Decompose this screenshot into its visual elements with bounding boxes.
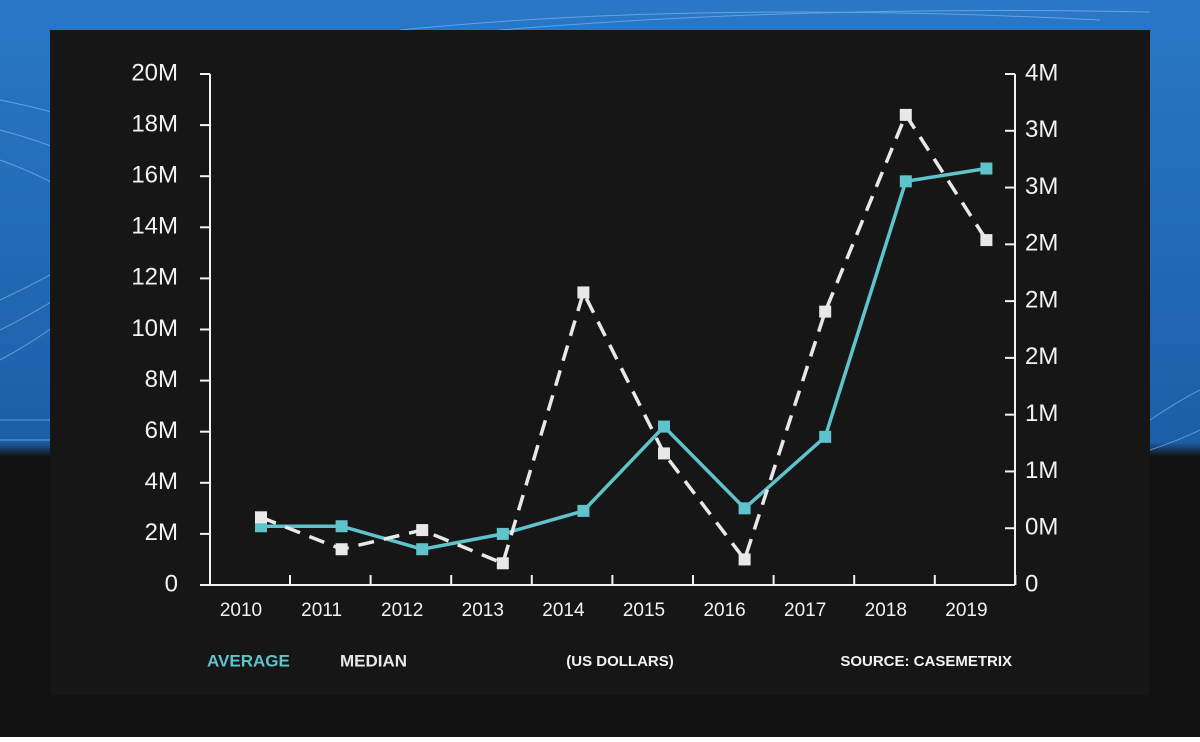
- x-tick-label: 2012: [381, 600, 423, 621]
- y2-tick-label: 2M: [1025, 230, 1058, 257]
- y2-tick-label: 1M: [1025, 457, 1058, 484]
- x-tick-label: 2019: [945, 600, 987, 621]
- chart-card: [50, 30, 1150, 695]
- y2-tick-label: 0: [1025, 570, 1038, 597]
- point-marker: [738, 553, 751, 566]
- y-tick-label: 6M: [145, 417, 178, 444]
- point-marker: [980, 234, 993, 247]
- x-tick-label: 2014: [542, 600, 585, 621]
- y-tick-label: 20M: [131, 59, 178, 86]
- y-tick-label: 18M: [131, 110, 178, 137]
- x-tick-label: 2015: [623, 600, 665, 621]
- x-tick-label: 2010: [220, 600, 262, 621]
- point-marker: [416, 524, 429, 537]
- y-tick-label: 8M: [145, 366, 178, 393]
- point-marker: [496, 557, 509, 570]
- point-marker: [255, 511, 267, 524]
- point-marker: [335, 520, 348, 533]
- point-marker: [416, 543, 429, 556]
- legend-label: AVERAGE: [207, 651, 290, 670]
- y2-tick-label: 2M: [1025, 286, 1058, 313]
- point-marker: [819, 305, 832, 318]
- legend-label: MEDIAN: [340, 651, 407, 670]
- y2-tick-label: 2M: [1025, 343, 1058, 370]
- y-tick-label: 2M: [145, 519, 178, 546]
- point-marker: [658, 447, 670, 460]
- y-tick-label: 4M: [145, 468, 178, 495]
- x-tick-label: 2018: [865, 600, 907, 621]
- y-tick-label: 12M: [131, 264, 178, 291]
- y2-tick-label: 3M: [1025, 173, 1058, 200]
- series-line: [260, 111, 988, 566]
- point-marker: [738, 502, 751, 515]
- y-tick-label: 14M: [131, 213, 178, 240]
- point-marker: [335, 543, 348, 556]
- y2-tick-label: 0M: [1025, 514, 1058, 541]
- point-marker: [899, 108, 912, 121]
- series-line: [261, 166, 987, 552]
- y-tick-label: 0: [165, 570, 178, 597]
- y2-tick-label: 4M: [1025, 59, 1058, 86]
- source: SOURCE: CASEMETRIX: [840, 653, 1012, 670]
- x-tick-label: 2016: [703, 600, 745, 621]
- y-tick-label: 16M: [131, 162, 178, 189]
- point-marker: [577, 286, 590, 299]
- point-marker: [658, 420, 670, 433]
- point-marker: [577, 504, 590, 517]
- x-tick-label: 2017: [784, 600, 826, 621]
- point-marker: [980, 162, 993, 175]
- point-marker: [819, 430, 832, 443]
- unit-note: (US DOLLARS): [566, 653, 674, 670]
- y-tick-label: 10M: [131, 315, 178, 342]
- x-tick-label: 2011: [301, 600, 342, 621]
- point-marker: [496, 527, 509, 540]
- y2-tick-label: 1M: [1025, 400, 1058, 427]
- y2-tick-label: 3M: [1025, 116, 1058, 143]
- point-marker: [899, 175, 912, 188]
- x-tick-label: 2013: [462, 600, 504, 621]
